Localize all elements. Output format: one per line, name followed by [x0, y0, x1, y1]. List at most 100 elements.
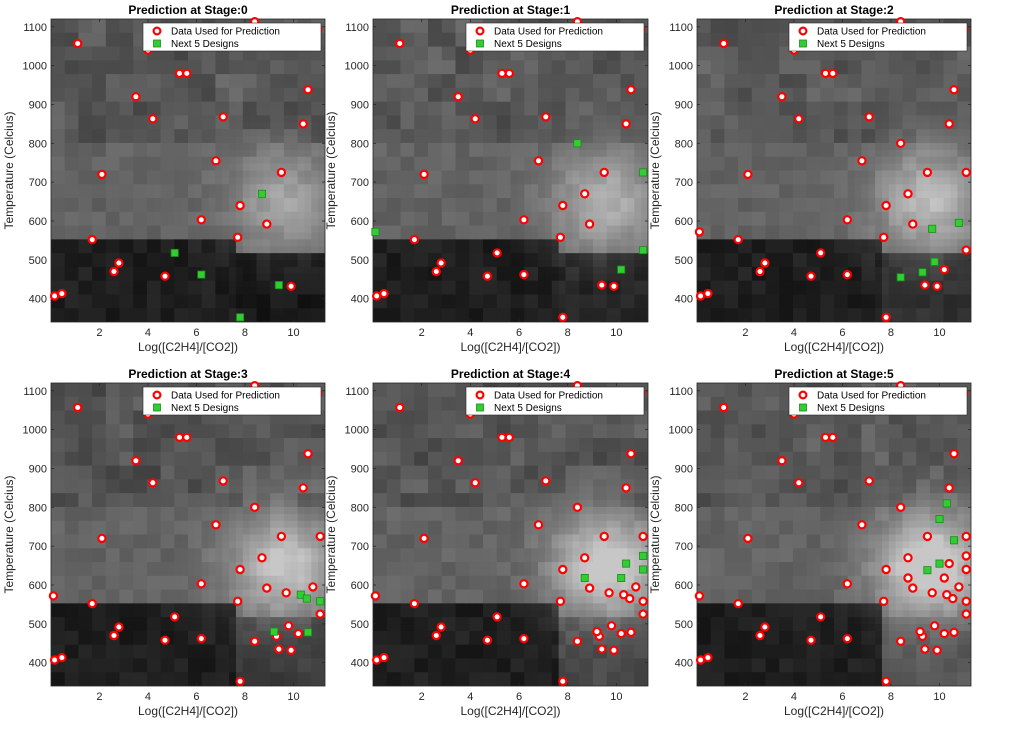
x-tick-label: 6	[839, 691, 845, 703]
y-axis-label: Temperature (Celcius)	[648, 475, 662, 593]
data-point	[212, 157, 219, 164]
data-point	[263, 585, 270, 592]
y-tick-label: 800	[675, 502, 693, 514]
y-tick-label: 700	[675, 541, 693, 553]
chart-title: Prediction at Stage:3	[128, 367, 248, 381]
data-point	[220, 477, 227, 484]
data-point	[735, 600, 742, 607]
design-point	[943, 500, 950, 507]
data-point	[50, 592, 57, 599]
data-point	[51, 656, 58, 663]
data-point	[506, 70, 513, 77]
x-tick-label: 2	[742, 691, 748, 703]
x-tick-label: 10	[610, 327, 622, 339]
data-point	[115, 259, 122, 266]
x-tick-label: 6	[193, 327, 199, 339]
data-point	[498, 434, 505, 441]
data-point	[909, 585, 916, 592]
data-point	[610, 647, 617, 654]
data-point	[283, 589, 290, 596]
data-point	[484, 637, 491, 644]
data-point	[909, 221, 916, 228]
y-tick-label: 600	[351, 216, 369, 228]
y-tick-label: 1000	[345, 61, 369, 73]
data-point	[931, 622, 938, 629]
data-point	[704, 654, 711, 661]
data-point	[581, 554, 588, 561]
data-point	[610, 283, 617, 290]
x-axis-label: Log([C2H4]/[CO2])	[784, 704, 884, 718]
x-axis-label: Log([C2H4]/[CO2])	[460, 340, 560, 354]
y-tick-label: 900	[351, 463, 369, 475]
legend-entry-designs: Next 5 Designs	[171, 39, 239, 50]
legend-square-marker	[154, 40, 161, 47]
design-point	[936, 560, 943, 567]
data-point	[285, 622, 292, 629]
design-point	[237, 314, 244, 321]
data-point	[535, 521, 542, 528]
data-point	[735, 236, 742, 243]
y-tick-label: 700	[351, 177, 369, 189]
data-point	[149, 115, 156, 122]
data-point	[941, 630, 948, 637]
data-point	[258, 554, 265, 561]
data-point	[309, 583, 316, 590]
data-point	[880, 598, 887, 605]
chart-title: Prediction at Stage:0	[128, 3, 248, 17]
data-point	[574, 504, 581, 511]
y-tick-label: 1000	[23, 425, 47, 437]
design-point	[950, 537, 957, 544]
data-point	[300, 120, 307, 127]
y-axis-label: Temperature (Celcius)	[2, 475, 16, 593]
data-point	[421, 171, 428, 178]
design-point	[303, 595, 310, 602]
data-point	[822, 434, 829, 441]
data-point	[288, 647, 295, 654]
data-point	[251, 638, 258, 645]
data-point	[251, 504, 258, 511]
x-tick-label: 10	[933, 691, 945, 703]
data-point	[438, 623, 445, 630]
data-point	[946, 560, 953, 567]
data-point	[844, 635, 851, 642]
data-point	[58, 654, 65, 661]
data-point	[904, 554, 911, 561]
y-tick-label: 1100	[345, 386, 369, 398]
data-point	[183, 70, 190, 77]
y-tick-label: 400	[351, 658, 369, 670]
x-axis-label: Log([C2H4]/[CO2])	[138, 340, 238, 354]
design-point	[574, 140, 581, 147]
data-point	[506, 434, 513, 441]
x-axis-label: Log([C2H4]/[CO2])	[138, 704, 238, 718]
design-point	[618, 574, 625, 581]
x-tick-label: 8	[242, 327, 248, 339]
data-point	[697, 656, 704, 663]
legend-entry-designs: Next 5 Designs	[817, 403, 885, 414]
data-point	[278, 533, 285, 540]
legend-entry-data: Data Used for Prediction	[171, 391, 280, 402]
data-point	[557, 234, 564, 241]
y-tick-label: 700	[29, 541, 47, 553]
x-tick-label: 8	[242, 691, 248, 703]
data-point	[963, 598, 970, 605]
design-point	[275, 282, 282, 289]
data-point	[696, 228, 703, 235]
data-point	[237, 678, 244, 685]
data-point	[74, 404, 81, 411]
data-point	[946, 484, 953, 491]
data-point	[627, 629, 634, 636]
data-point	[904, 190, 911, 197]
x-tick-label: 4	[145, 327, 151, 339]
y-tick-label: 800	[29, 138, 47, 150]
legend-circle-marker	[154, 392, 161, 399]
legend-entry-data: Data Used for Prediction	[817, 27, 926, 38]
data-point	[176, 70, 183, 77]
legend-circle-marker	[477, 28, 484, 35]
design-point	[640, 552, 647, 559]
data-point	[317, 611, 324, 618]
design-point	[936, 515, 943, 522]
data-point	[844, 580, 851, 587]
